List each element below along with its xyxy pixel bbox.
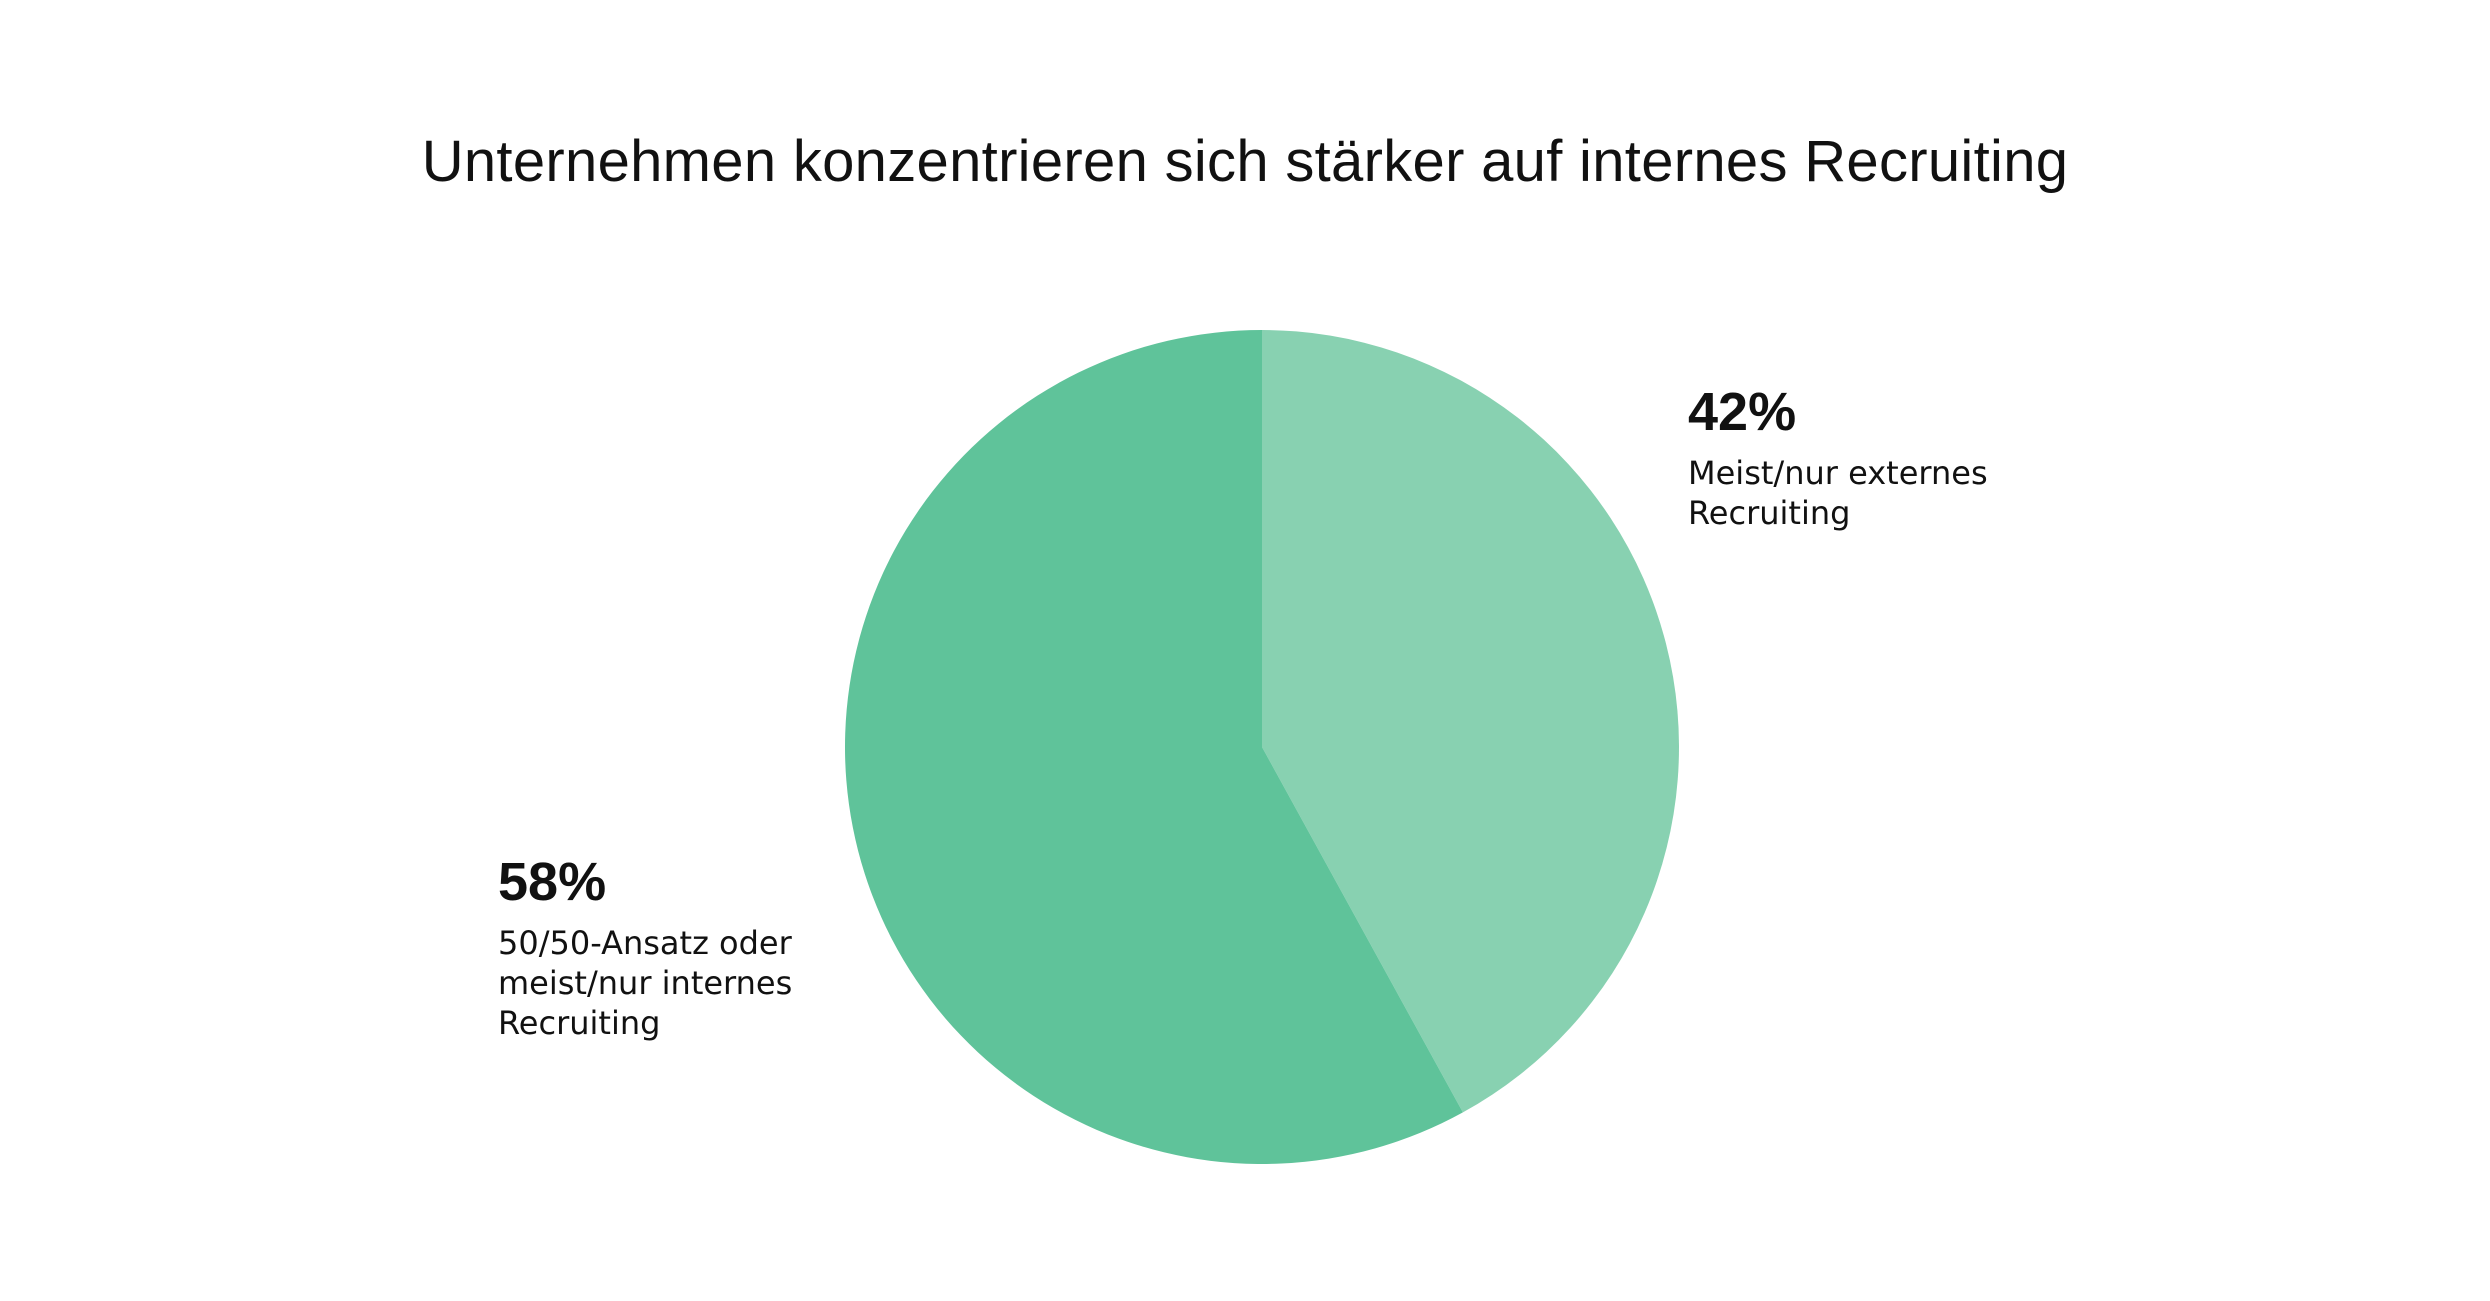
slice-value-label: 58% bbox=[498, 852, 607, 912]
pie-slice-internal bbox=[844, 330, 1463, 1164]
pie-slice-external bbox=[1262, 330, 1679, 1113]
slice-value-label: 42% bbox=[1688, 382, 1797, 442]
chart-title: Unternehmen konzentrieren sich stärker a… bbox=[421, 129, 2069, 194]
slice-label-internal: 58% 50/50-Ansatz oder meist/nur internes… bbox=[498, 855, 828, 1043]
slice-category-label: 50/50-Ansatz oder meist/nur internes Rec… bbox=[498, 924, 793, 1042]
slice-label-external: 42% Meist/nur externes Recruiting bbox=[1688, 385, 2018, 533]
slice-category-label: Meist/nur externes Recruiting bbox=[1688, 454, 1988, 532]
